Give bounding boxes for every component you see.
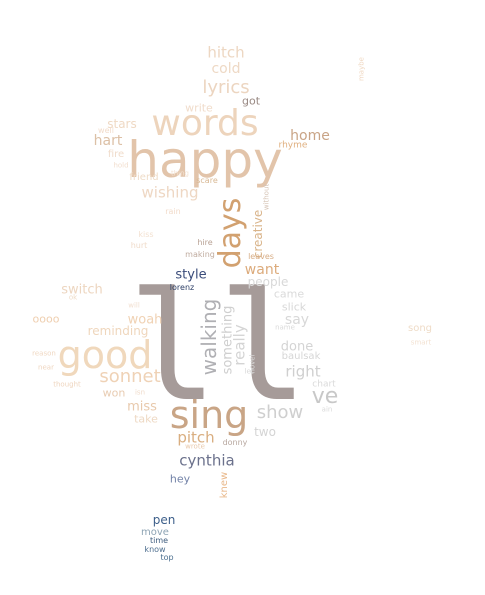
word-friend: friend — [129, 172, 159, 183]
word-fire: fire — [107, 149, 125, 160]
word-rain: rain — [165, 207, 181, 216]
word-wrote: wrote — [185, 442, 205, 451]
word-lorenz: lorenz — [169, 283, 195, 292]
word-let: let — [244, 367, 254, 376]
word-good: good — [57, 333, 153, 377]
word-name: name — [275, 323, 295, 332]
word-time: time — [149, 536, 169, 545]
word-hey: hey — [169, 472, 191, 486]
word-really: really — [230, 324, 249, 366]
word-home: home — [290, 128, 330, 144]
word-will: will — [128, 301, 140, 310]
word-came: came — [273, 287, 305, 301]
word-won: won — [102, 386, 126, 400]
word-walking: walking — [197, 298, 221, 376]
word-slick: slick — [281, 300, 307, 314]
word-rhyme: rhyme — [278, 140, 308, 151]
word-pen: pen — [152, 513, 176, 527]
word-people: people — [247, 275, 289, 289]
word-style: style — [175, 267, 207, 283]
word-say: say — [284, 312, 310, 328]
word-reminding: reminding — [87, 324, 149, 338]
word-write: write — [185, 101, 213, 115]
word-hurt: hurt — [130, 241, 148, 250]
word-sing: sing — [169, 393, 249, 437]
word-thing: thing — [170, 169, 190, 178]
word-sonnet: sonnet — [99, 366, 161, 387]
word-show: show — [256, 402, 304, 423]
word-kiss: kiss — [138, 230, 154, 239]
word-novel: novel — [248, 354, 257, 374]
word-hitch: hitch — [207, 43, 245, 62]
word-ve: ve — [311, 384, 339, 409]
word-chart: chart — [312, 379, 336, 390]
word-words: words — [151, 103, 259, 144]
word-two: two — [254, 425, 276, 439]
word-hire: hire — [197, 238, 213, 247]
word-woah: woah — [127, 312, 163, 328]
word-near: near — [38, 363, 54, 372]
word-donny: donny — [222, 438, 248, 447]
word-hold: hold — [113, 161, 129, 170]
word-smart: smart — [410, 338, 432, 347]
word-switch: switch — [61, 282, 103, 298]
word-lyrics: lyrics — [202, 77, 250, 98]
word-baulsak: baulsak — [281, 351, 321, 362]
word-got: got — [241, 94, 261, 108]
word-creative: creative — [251, 209, 265, 259]
word-know: know — [144, 545, 166, 554]
word-maybe: maybe — [357, 56, 366, 82]
word-without: without — [262, 183, 271, 211]
word-leaves: leaves — [248, 252, 274, 261]
word-isn: isn — [134, 388, 146, 397]
word-days: days — [213, 197, 248, 269]
word-scare: scare — [196, 176, 218, 185]
word-want: want — [244, 262, 280, 278]
word-knew: knew — [219, 471, 230, 499]
word-happy: happy — [127, 131, 283, 189]
word-wishing: wishing — [141, 183, 199, 202]
word-take: take — [134, 412, 158, 426]
word-done: done — [280, 339, 314, 355]
word-right: right — [285, 362, 321, 381]
word-oooo: oooo — [32, 312, 60, 326]
word-well: well — [98, 126, 114, 135]
word-reason: reason — [32, 349, 56, 358]
word-ll: ll — [127, 261, 309, 435]
word-pitch: pitch — [177, 428, 215, 447]
word-song: song — [407, 323, 433, 334]
word-ok: ok — [68, 293, 78, 302]
word-making: making — [185, 250, 215, 259]
word-top: top — [160, 553, 174, 562]
word-cold: cold — [211, 61, 241, 77]
word-cynthia: cynthia — [179, 451, 235, 470]
word-hart: hart — [93, 133, 123, 149]
word-ain: ain — [321, 405, 333, 414]
word-move: move — [141, 527, 169, 538]
word-stars: stars — [107, 117, 137, 131]
word-thought: thought — [53, 380, 81, 389]
word-miss: miss — [127, 399, 157, 415]
